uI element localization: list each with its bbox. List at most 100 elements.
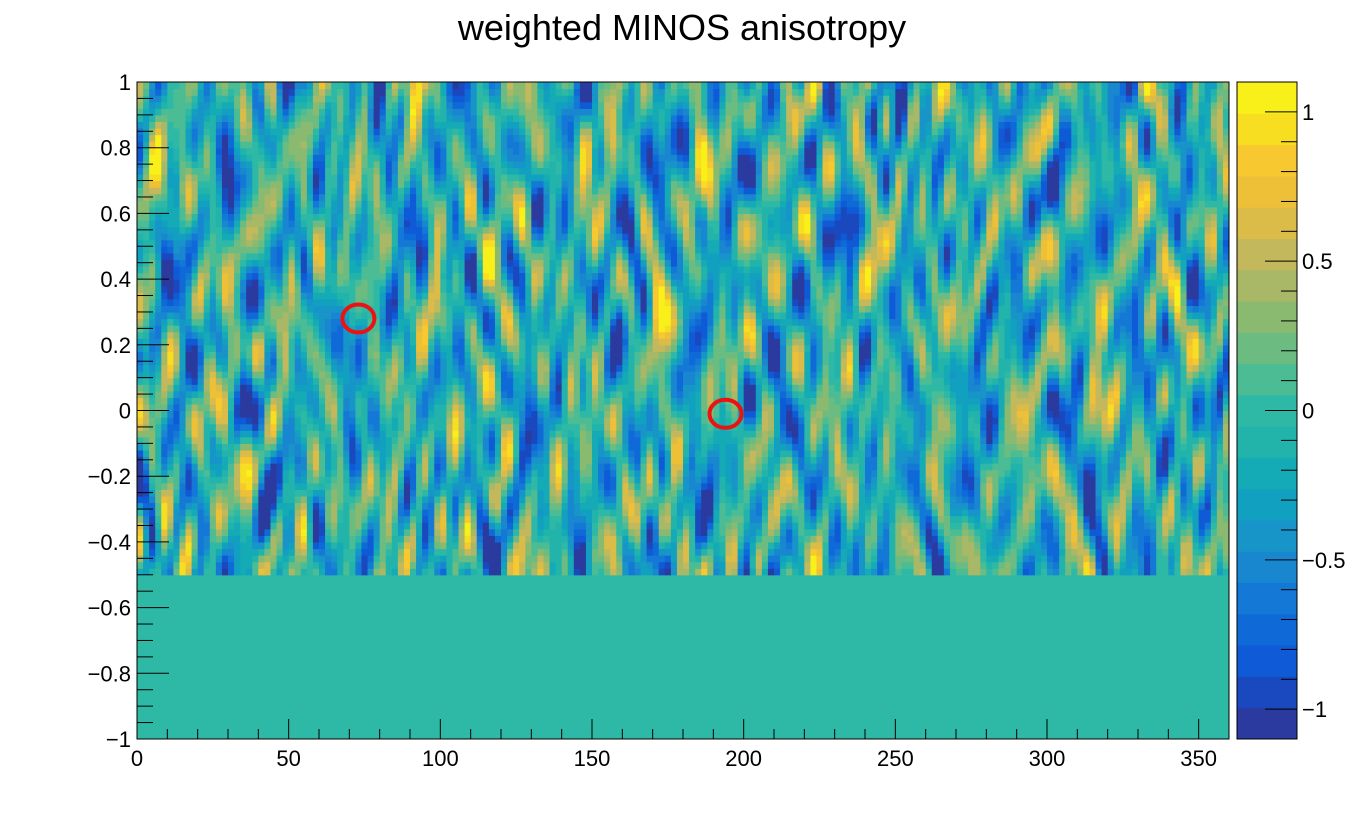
heatmap-cell	[204, 588, 211, 595]
heatmap-cell	[968, 634, 975, 641]
heatmap-cell	[738, 608, 745, 615]
heatmap-cell	[1199, 581, 1206, 588]
heatmap-cell	[525, 588, 532, 595]
heatmap-cell	[750, 594, 757, 601]
heatmap-cell	[161, 562, 168, 569]
heatmap-cell	[914, 719, 921, 726]
heatmap-cell	[816, 627, 823, 634]
heatmap-cell	[786, 654, 793, 661]
heatmap-cell	[744, 568, 751, 575]
heatmap-cell	[507, 640, 514, 647]
heatmap-cell	[513, 555, 520, 562]
heatmap-cell	[768, 614, 775, 621]
heatmap-cell	[483, 660, 490, 667]
heatmap-cell	[895, 594, 902, 601]
heatmap-cell	[1211, 713, 1218, 720]
heatmap-cell	[1126, 667, 1133, 674]
heatmap-cell	[446, 640, 453, 647]
heatmap-cell	[192, 601, 199, 608]
heatmap-cell	[368, 594, 375, 601]
heatmap-cell	[968, 719, 975, 726]
heatmap-cell	[1138, 562, 1145, 569]
heatmap-cell	[452, 601, 459, 608]
heatmap-cell	[343, 686, 350, 693]
heatmap-cell	[374, 706, 381, 713]
heatmap-cell	[313, 706, 320, 713]
heatmap-cell	[416, 726, 423, 733]
heatmap-cell	[1041, 581, 1048, 588]
heatmap-cell	[780, 667, 787, 674]
heatmap-cell	[1211, 594, 1218, 601]
heatmap-cell	[859, 614, 866, 621]
heatmap-cell	[804, 594, 811, 601]
heatmap-cell	[671, 555, 678, 562]
heatmap-cell	[622, 706, 629, 713]
heatmap-cell	[841, 614, 848, 621]
heatmap-cell	[816, 726, 823, 733]
heatmap-cell	[143, 608, 150, 615]
heatmap-cell	[901, 660, 908, 667]
heatmap-cell	[823, 680, 830, 687]
heatmap-cell	[968, 568, 975, 575]
heatmap-cell	[307, 562, 314, 569]
heatmap-cell	[1205, 601, 1212, 608]
heatmap-cell	[962, 706, 969, 713]
heatmap-cell	[792, 647, 799, 654]
heatmap-cell	[307, 680, 314, 687]
heatmap-cell	[622, 614, 629, 621]
heatmap-cell	[337, 673, 344, 680]
heatmap-cell	[574, 673, 581, 680]
heatmap-cell	[1089, 673, 1096, 680]
heatmap-cell	[483, 667, 490, 674]
heatmap-cell	[167, 640, 174, 647]
heatmap-cell	[877, 594, 884, 601]
heatmap-cell	[719, 719, 726, 726]
heatmap-cell	[665, 588, 672, 595]
heatmap-cell	[495, 621, 502, 628]
heatmap-cell	[1156, 700, 1163, 707]
heatmap-cell	[440, 575, 447, 582]
heatmap-cell	[883, 621, 890, 628]
heatmap-cell	[301, 660, 308, 667]
heatmap-cell	[616, 719, 623, 726]
heatmap-cell	[398, 608, 405, 615]
heatmap-cell	[1017, 621, 1024, 628]
heatmap-cell	[744, 667, 751, 674]
heatmap-cell	[380, 621, 387, 628]
heatmap-cell	[1108, 588, 1115, 595]
heatmap-cell	[671, 726, 678, 733]
heatmap-cell	[228, 706, 235, 713]
heatmap-cell	[1011, 634, 1018, 641]
heatmap-cell	[713, 608, 720, 615]
heatmap-cell	[914, 594, 921, 601]
heatmap-cell	[216, 627, 223, 634]
heatmap-cell	[877, 634, 884, 641]
heatmap-cell	[301, 634, 308, 641]
heatmap-cell	[1144, 581, 1151, 588]
heatmap-cell	[1041, 621, 1048, 628]
heatmap-cell	[926, 601, 933, 608]
heatmap-cell	[446, 667, 453, 674]
heatmap-cell	[452, 594, 459, 601]
heatmap-cell	[738, 667, 745, 674]
heatmap-cell	[222, 594, 229, 601]
heatmap-cell	[610, 601, 617, 608]
heatmap-cell	[713, 627, 720, 634]
heatmap-cell	[295, 614, 302, 621]
heatmap-cell	[167, 568, 174, 575]
heatmap-cell	[368, 667, 375, 674]
heatmap-cell	[440, 601, 447, 608]
heatmap-cell	[713, 713, 720, 720]
heatmap-cell	[398, 581, 405, 588]
heatmap-cell	[592, 680, 599, 687]
heatmap-cell	[798, 667, 805, 674]
heatmap-cell	[258, 686, 265, 693]
heatmap-cell	[956, 719, 963, 726]
heatmap-cell	[738, 621, 745, 628]
heatmap-cell	[1011, 640, 1018, 647]
heatmap-cell	[914, 634, 921, 641]
heatmap-cell	[179, 555, 186, 562]
heatmap-cell	[1047, 608, 1054, 615]
heatmap-cell	[871, 634, 878, 641]
heatmap-cell	[380, 575, 387, 582]
